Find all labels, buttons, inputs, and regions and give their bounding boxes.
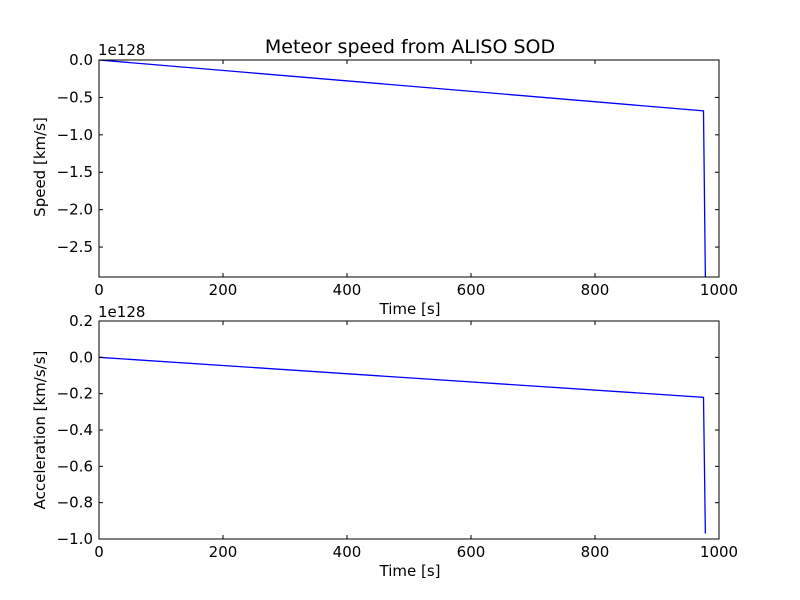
- speed-plot: Meteor speed from ALISO SOD 1e128 Speed …: [31, 36, 738, 318]
- acceleration-x-axis-label: Time [s]: [379, 562, 441, 580]
- speed-y-axis-label: Speed [km/s]: [31, 117, 49, 217]
- acceleration-series-line: [98, 356, 707, 534]
- acceleration-plot: 1e128 Acceleration [km/s/s] Time [s] 0 20…: [31, 303, 738, 580]
- speed-plot-frame: [98, 59, 720, 278]
- speed-y-tick-label: −1.5: [57, 163, 93, 181]
- chart-title: Meteor speed from ALISO SOD: [265, 36, 555, 58]
- speed-y-offset-label: 1e128: [98, 41, 145, 59]
- acceleration-y-tick-label: −0.8: [57, 494, 93, 512]
- speed-y-tick-label: 0.0: [69, 51, 93, 69]
- acceleration-x-tick-label: 800: [581, 543, 610, 561]
- acceleration-y-tick-label: 0.0: [69, 348, 93, 366]
- acceleration-y-tick-label: 0.2: [69, 312, 93, 330]
- speed-x-axis-label: Time [s]: [379, 300, 441, 318]
- acceleration-y-offset-label: 1e128: [98, 303, 145, 321]
- acceleration-x-tick-label: 400: [333, 543, 362, 561]
- speed-x-tick-label: 200: [209, 281, 238, 299]
- acceleration-y-tick-label: −0.6: [57, 457, 93, 475]
- speed-y-tick-label: −1.0: [57, 126, 93, 144]
- speed-x-tick-label: 400: [333, 281, 362, 299]
- acceleration-y-tick-label: −0.4: [57, 421, 93, 439]
- speed-x-tick-label: 1000: [700, 281, 738, 299]
- acceleration-y-tick-label: −1.0: [57, 530, 93, 548]
- speed-x-tick-label: 800: [581, 281, 610, 299]
- acceleration-x-tick-label: 600: [457, 543, 486, 561]
- acceleration-y-tick-label: −0.2: [57, 385, 93, 403]
- acceleration-x-tick-label: 1000: [700, 543, 738, 561]
- acceleration-x-tick-label: 0: [94, 543, 104, 561]
- speed-y-tick-label: −2.5: [57, 238, 93, 256]
- acceleration-y-axis-label: Acceleration [km/s/s]: [31, 351, 49, 510]
- speed-series-line: [98, 59, 707, 278]
- speed-y-tick-label: −2.0: [57, 201, 93, 219]
- speed-y-tick-label: −0.5: [57, 88, 93, 106]
- acceleration-x-tick-label: 200: [209, 543, 238, 561]
- speed-x-tick-label: 600: [457, 281, 486, 299]
- speed-x-tick-label: 0: [94, 281, 104, 299]
